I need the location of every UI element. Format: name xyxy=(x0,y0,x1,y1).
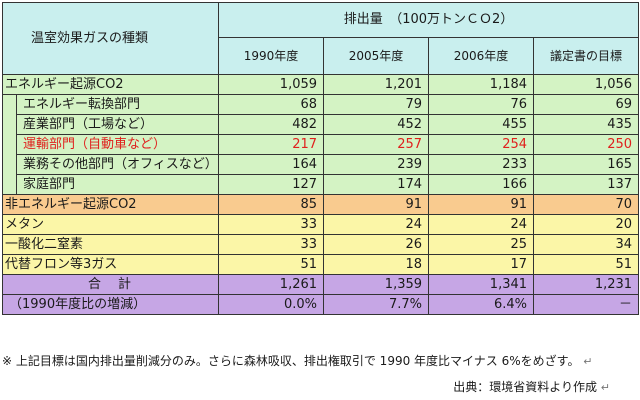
total-cell: 1,261 xyxy=(218,274,325,295)
return-mark: ↵ xyxy=(600,381,610,394)
row-label: 業務その他部門（オフィスなど） xyxy=(15,154,220,175)
table-row: 一酸化二窒素 33 26 25 34 xyxy=(1,234,640,255)
emissions-header: 排出量 （100万トンＣＯ2） xyxy=(218,2,640,38)
ghg-emissions-table: 温室効果ガスの種類 排出量 （100万トンＣＯ2） 1990年度 2005年度 … xyxy=(1,2,640,315)
value-cell: 455 xyxy=(428,114,535,135)
value-cell: 24 xyxy=(323,214,430,235)
value-cell: 69 xyxy=(533,94,640,115)
value-cell: 34 xyxy=(533,234,640,255)
value-cell: 137 xyxy=(533,174,640,195)
table-row: 非エネルギー起源CO2 85 91 91 70 xyxy=(1,194,640,215)
value-cell: 26 xyxy=(323,234,430,255)
gas-type-header: 温室効果ガスの種類 xyxy=(1,2,220,75)
indent-spacer xyxy=(2,134,17,155)
value-cell: 165 xyxy=(533,154,640,175)
table-row: 家庭部門 127 174 166 137 xyxy=(2,174,640,195)
table-row: 運輸部門（自動車など） 217 257 254 250 xyxy=(2,134,640,155)
value-cell: 33 xyxy=(218,234,325,255)
total-cell: 1,231 xyxy=(533,274,640,295)
value-cell: 452 xyxy=(323,114,430,135)
value-cell: 166 xyxy=(428,174,535,195)
indent-spacer xyxy=(2,114,17,135)
change-row: （1990年度比の増減） 0.0% 7.7% 6.4% － xyxy=(1,294,640,315)
row-label: メタン xyxy=(1,214,220,235)
row-label: エネルギー転換部門 xyxy=(15,94,220,115)
change-cell: 0.0% xyxy=(218,294,325,315)
change-cell: 6.4% xyxy=(428,294,535,315)
indent-spacer xyxy=(2,174,17,195)
row-label: 家庭部門 xyxy=(15,174,220,195)
col-header-2005: 2005年度 xyxy=(323,37,430,75)
value-cell: 250 xyxy=(533,134,640,155)
value-cell: 91 xyxy=(428,194,535,215)
value-cell: 1,056 xyxy=(533,74,640,95)
total-row: 合 計 1,261 1,359 1,341 1,231 xyxy=(1,274,640,295)
table-row: 代替フロン等3ガス 51 18 17 51 xyxy=(1,254,640,275)
return-mark: ↵ xyxy=(583,355,593,368)
row-label: 運輸部門（自動車など） xyxy=(15,134,220,155)
change-cell: 7.7% xyxy=(323,294,430,315)
value-cell: 1,184 xyxy=(428,74,535,95)
source-text: 出典：環境省資料より作成 xyxy=(453,380,597,394)
value-cell: 435 xyxy=(533,114,640,135)
value-cell: 70 xyxy=(533,194,640,215)
source-note: 出典：環境省資料より作成 ↵ xyxy=(453,378,610,395)
value-cell: 239 xyxy=(323,154,430,175)
header-row-main: 温室効果ガスの種類 排出量 （100万トンＣＯ2） xyxy=(1,2,640,75)
value-cell: 257 xyxy=(323,134,430,155)
value-cell: 25 xyxy=(428,234,535,255)
row-label: エネルギー起源CO2 xyxy=(1,74,220,95)
value-cell: 51 xyxy=(218,254,325,275)
table-row: エネルギー起源CO2 1,059 1,201 1,184 1,056 xyxy=(1,74,640,95)
value-cell: 174 xyxy=(323,174,430,195)
col-header-target: 議定書の目標 xyxy=(533,37,640,75)
value-cell: 482 xyxy=(218,114,325,135)
footnote-text: ※ 上記目標は国内排出量削減分のみ。さらに森林吸収、排出権取引で 1990 年度… xyxy=(2,354,580,368)
col-header-2006: 2006年度 xyxy=(428,37,535,75)
col-header-1990: 1990年度 xyxy=(218,37,325,75)
value-cell: 33 xyxy=(218,214,325,235)
row-label: 代替フロン等3ガス xyxy=(1,254,220,275)
header-row-years: 1990年度 2005年度 2006年度 議定書の目標 xyxy=(3,37,640,75)
change-cell: － xyxy=(533,294,640,315)
footnote: ※ 上記目標は国内排出量削減分のみ。さらに森林吸収、排出権取引で 1990 年度… xyxy=(2,352,593,369)
value-cell: 91 xyxy=(323,194,430,215)
value-cell: 17 xyxy=(428,254,535,275)
value-cell: 1,201 xyxy=(323,74,430,95)
value-cell: 164 xyxy=(218,154,325,175)
value-cell: 51 xyxy=(533,254,640,275)
value-cell: 20 xyxy=(533,214,640,235)
row-label: 産業部門（工場など） xyxy=(15,114,220,135)
table-row: メタン 33 24 24 20 xyxy=(1,214,640,235)
indent-spacer xyxy=(2,154,17,175)
total-label: 合 計 xyxy=(1,274,220,295)
value-cell: 127 xyxy=(218,174,325,195)
indent-spacer xyxy=(2,94,17,115)
value-cell: 24 xyxy=(428,214,535,235)
value-cell: 254 xyxy=(428,134,535,155)
value-cell: 85 xyxy=(218,194,325,215)
total-cell: 1,341 xyxy=(428,274,535,295)
value-cell: 79 xyxy=(323,94,430,115)
table-row: エネルギー転換部門 68 79 76 69 xyxy=(2,94,640,115)
row-label: 一酸化二窒素 xyxy=(1,234,220,255)
change-label: （1990年度比の増減） xyxy=(1,294,220,315)
value-cell: 217 xyxy=(218,134,325,155)
value-cell: 233 xyxy=(428,154,535,175)
row-label: 非エネルギー起源CO2 xyxy=(1,194,220,215)
value-cell: 76 xyxy=(428,94,535,115)
table-row: 産業部門（工場など） 482 452 455 435 xyxy=(2,114,640,135)
value-cell: 68 xyxy=(218,94,325,115)
value-cell: 18 xyxy=(323,254,430,275)
table-row: 業務その他部門（オフィスなど） 164 239 233 165 xyxy=(2,154,640,175)
value-cell: 1,059 xyxy=(218,74,325,95)
total-cell: 1,359 xyxy=(323,274,430,295)
